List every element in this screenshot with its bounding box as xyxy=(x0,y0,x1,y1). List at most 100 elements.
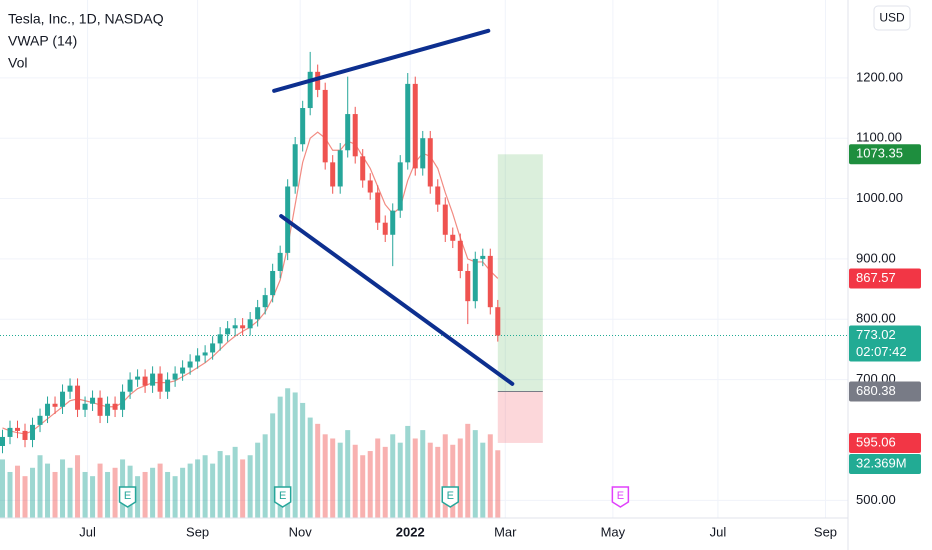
volume-bar xyxy=(420,430,426,518)
candle-body xyxy=(427,138,433,187)
volume-bar xyxy=(345,430,351,518)
volume-bar xyxy=(390,434,396,518)
earnings-marker xyxy=(441,486,460,508)
volume-bar xyxy=(97,463,103,518)
candle-body xyxy=(142,376,148,386)
volume-bar xyxy=(180,467,186,518)
volume-bar xyxy=(217,451,223,518)
volume-bar xyxy=(457,438,463,518)
volume-bar xyxy=(367,451,373,518)
volume-bar xyxy=(270,413,276,518)
candle-body xyxy=(172,373,178,380)
volume-bar xyxy=(337,442,343,518)
candle-body xyxy=(405,83,411,163)
trendline xyxy=(272,28,491,93)
candle-body xyxy=(375,192,381,223)
volume-bar xyxy=(450,444,456,518)
target-zone xyxy=(497,154,543,392)
x-tick-label: Nov xyxy=(289,524,313,539)
entry-price-label-box xyxy=(849,381,921,402)
candle-body xyxy=(487,255,493,308)
candle-body xyxy=(480,255,486,259)
x-tick-label: Jul xyxy=(710,524,727,539)
volume-bar xyxy=(210,463,216,518)
volume-bar xyxy=(465,423,471,518)
volume-bar xyxy=(0,459,6,518)
candle-body xyxy=(217,334,223,344)
x-tick-label: 2022 xyxy=(396,524,425,539)
volume-bar xyxy=(37,455,43,518)
earnings-marker xyxy=(118,486,137,508)
last-price-label-box xyxy=(849,325,921,362)
candle-body xyxy=(97,397,103,416)
volume-bar xyxy=(262,434,268,518)
currency[interactable]: USD xyxy=(879,11,905,25)
candle-body xyxy=(360,156,366,181)
candle-body xyxy=(52,403,58,407)
candle-body xyxy=(112,403,118,410)
candle-body xyxy=(0,436,6,447)
volume-bar xyxy=(52,471,58,518)
x-tick-label: May xyxy=(601,524,626,539)
earnings-label: E xyxy=(124,490,131,502)
y-tick-label: 500.00 xyxy=(856,492,896,507)
trendline xyxy=(279,214,515,386)
candle-body xyxy=(135,376,141,380)
y-tick-label: 1200.00 xyxy=(856,69,903,84)
volume-bar xyxy=(495,450,501,518)
volume-bar xyxy=(247,455,253,518)
volume-bar xyxy=(315,423,321,518)
candle-body xyxy=(247,319,253,329)
volume-bar xyxy=(172,476,178,518)
candle-body xyxy=(390,210,396,235)
volume-bar xyxy=(15,465,21,518)
volume-bar xyxy=(75,455,81,518)
candle-body xyxy=(75,385,81,410)
volume-bar xyxy=(240,459,246,518)
candle-body xyxy=(352,114,358,157)
volume-bar xyxy=(382,446,388,518)
volume-bar xyxy=(150,467,156,518)
volume-bar xyxy=(292,392,298,518)
volume-bar xyxy=(300,402,306,518)
volume-bar xyxy=(67,467,73,518)
earnings-label: E xyxy=(447,490,454,502)
candle-body xyxy=(30,424,36,440)
candle-body xyxy=(367,180,373,193)
candle-body xyxy=(127,379,133,392)
earnings-label: E xyxy=(279,490,286,502)
volume-bar xyxy=(360,455,366,518)
candle-body xyxy=(277,252,283,271)
candle-body xyxy=(292,144,298,187)
candle-body xyxy=(307,71,313,109)
volume-bar xyxy=(202,455,208,518)
candle-body xyxy=(195,355,201,362)
candle-body xyxy=(7,427,13,437)
candle-body xyxy=(345,114,351,151)
volume-bar xyxy=(375,438,381,518)
candle-body xyxy=(45,403,51,416)
candle-body xyxy=(82,403,88,410)
last-price-label-countdown: 02:07:42 xyxy=(856,344,907,359)
vwap-price-label: 867.57 xyxy=(856,270,896,285)
stop-price-label: 595.06 xyxy=(856,434,896,449)
candle-body xyxy=(420,138,426,169)
currency-box[interactable] xyxy=(873,5,911,31)
volume-bar xyxy=(277,396,283,518)
volume-bar xyxy=(427,442,433,518)
volume-bar xyxy=(60,459,66,518)
candle-body xyxy=(435,186,441,205)
candle-body xyxy=(495,307,501,336)
candle-body xyxy=(67,385,73,392)
candle-body xyxy=(270,270,276,296)
volume-bar xyxy=(7,471,13,518)
volume-bar xyxy=(90,476,96,518)
x-tick-label: Jul xyxy=(79,524,96,539)
candle-body xyxy=(165,379,171,392)
candle-body xyxy=(22,430,28,440)
candle-body xyxy=(202,352,208,356)
candle-body xyxy=(330,162,336,187)
candle-body xyxy=(157,373,163,392)
volume-bar xyxy=(157,463,163,518)
